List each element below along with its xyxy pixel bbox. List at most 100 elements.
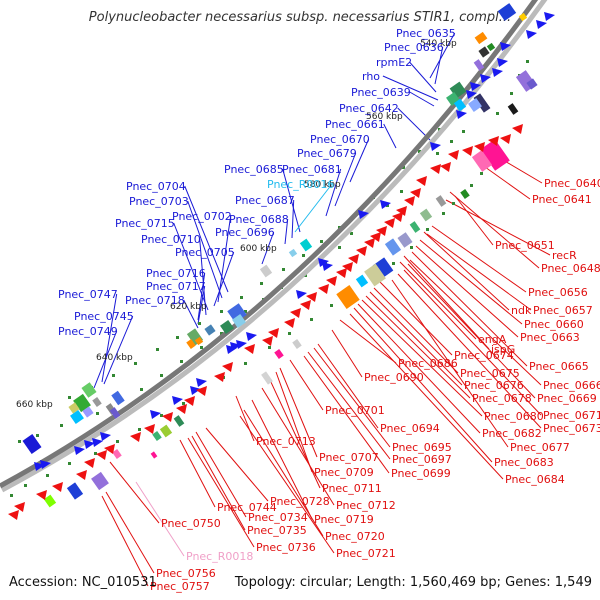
plus-gene-label: Pnec_0639	[351, 86, 411, 99]
gene-block	[82, 406, 94, 418]
minus-gene-arrow	[144, 424, 155, 434]
minus-gene-arrow	[396, 206, 407, 216]
plus-gene-leader	[184, 185, 229, 293]
minus-gene-leader	[397, 273, 542, 429]
gene-block	[109, 407, 121, 419]
minus-gene-label: Pnec_0663	[520, 331, 580, 344]
minus-gene-leader	[431, 225, 527, 293]
gene-block	[364, 263, 386, 287]
plus-gene-leader	[199, 238, 207, 316]
minus-gene-arrow	[430, 164, 441, 174]
gene-block	[372, 257, 394, 279]
tick-dot	[452, 202, 455, 205]
gene-block	[471, 150, 493, 172]
pseudo-gene-leader	[135, 481, 185, 557]
minus-gene-leader	[187, 437, 255, 548]
rna-gene-leader	[294, 183, 333, 233]
tick-dot	[134, 362, 137, 365]
plus-gene-arrow	[226, 345, 237, 354]
tick-dot	[260, 282, 263, 285]
plus-gene-arrow	[480, 74, 491, 83]
minus-gene-label: Pnec_0656	[528, 286, 588, 299]
minus-gene-arrow	[462, 146, 473, 156]
minus-gene-leader	[445, 199, 551, 256]
gene-block	[232, 314, 246, 328]
minus-gene-arrow	[416, 176, 427, 186]
gene-block	[70, 410, 84, 424]
minus-gene-label: Pnec_0673	[543, 422, 600, 435]
minus-gene-label: Pnec_0736	[256, 541, 316, 554]
plus-gene-leader	[261, 231, 275, 265]
tick-dot	[160, 374, 163, 377]
gene-block	[480, 139, 510, 171]
gene-block	[81, 382, 97, 398]
minus-gene-arrow	[356, 246, 367, 256]
plus-gene-leader	[325, 168, 342, 217]
minus-gene-leader	[235, 395, 255, 442]
plus-gene-arrow	[196, 378, 207, 387]
plus-gene-leader	[197, 272, 206, 321]
minus-gene-leader	[423, 231, 510, 311]
plus-gene-label: Pnec_0716	[146, 267, 206, 280]
gene-block	[419, 208, 433, 222]
minus-gene-label: Pnec_0683	[494, 456, 554, 469]
gene-block	[204, 324, 216, 336]
plus-gene-leader	[409, 91, 435, 107]
plus-gene-leader	[173, 222, 209, 311]
minus-gene-label: Pnec_0695	[392, 441, 452, 454]
minus-gene-label: Pnec_0721	[336, 547, 396, 560]
minus-gene-label: Pnec_0713	[256, 435, 316, 448]
plus-gene-label: Pnec_0679	[297, 147, 357, 160]
plus-gene-label: Pnec_0747	[58, 288, 118, 301]
minus-gene-label: Pnec_0694	[380, 422, 440, 435]
minus-gene-arrow	[440, 162, 451, 172]
minus-gene-leader	[275, 371, 313, 473]
tick-dot	[94, 452, 97, 455]
plus-gene-leader	[183, 299, 199, 329]
gene-block	[159, 424, 173, 438]
minus-gene-label: Pnec_0728	[270, 495, 330, 508]
minus-gene-arrow	[364, 238, 375, 248]
plus-gene-leader	[213, 251, 235, 307]
plus-gene-label: rpmE2	[376, 56, 412, 69]
tick-dot	[418, 150, 421, 153]
gene-block	[22, 434, 42, 454]
minus-gene-leader	[419, 239, 523, 325]
gene-block	[486, 42, 496, 52]
minus-gene-arrow	[290, 308, 301, 318]
plus-gene-arrow	[100, 432, 111, 441]
plus-gene-label: Pnec_0710	[141, 233, 201, 246]
tick-dot	[302, 254, 305, 257]
minus-gene-label: Pnec_0734	[248, 511, 308, 524]
kbp-marker-label: 580 kbp	[304, 180, 341, 190]
tick-dot	[338, 246, 341, 249]
minus-gene-leader	[361, 299, 483, 417]
tick-dot	[198, 322, 201, 325]
plus-gene-arrow	[92, 438, 103, 447]
plus-gene-label: Pnec_0702	[172, 210, 232, 223]
plus-gene-leader	[383, 123, 397, 149]
minus-gene-leader	[179, 439, 216, 508]
plus-gene-arrow	[84, 440, 95, 449]
gene-block	[92, 397, 102, 407]
gene-block	[150, 451, 158, 459]
minus-gene-arrow	[474, 142, 485, 152]
pseudo-gene-label: Pnec_R0018	[186, 550, 253, 563]
minus-gene-leader	[105, 491, 155, 574]
minus-gene-label: Pnec_0719	[314, 513, 374, 526]
tick-dot	[220, 310, 223, 313]
minus-gene-arrow	[244, 344, 255, 354]
minus-gene-leader	[195, 431, 247, 518]
tick-dot	[220, 332, 223, 335]
plus-gene-label: rho	[362, 70, 380, 83]
plus-gene-label: Pnec_0681	[282, 163, 342, 176]
minus-gene-arrow	[268, 328, 279, 338]
minus-gene-label: Pnec_0744	[217, 501, 277, 514]
minus-gene-leader	[411, 251, 528, 367]
plus-gene-label: Pnec_0717	[146, 280, 206, 293]
minus-gene-arrow	[336, 268, 347, 278]
minus-gene-arrow	[326, 276, 337, 286]
minus-gene-arrow	[342, 262, 353, 272]
kbp-marker-label: 640 kbp	[96, 353, 133, 363]
